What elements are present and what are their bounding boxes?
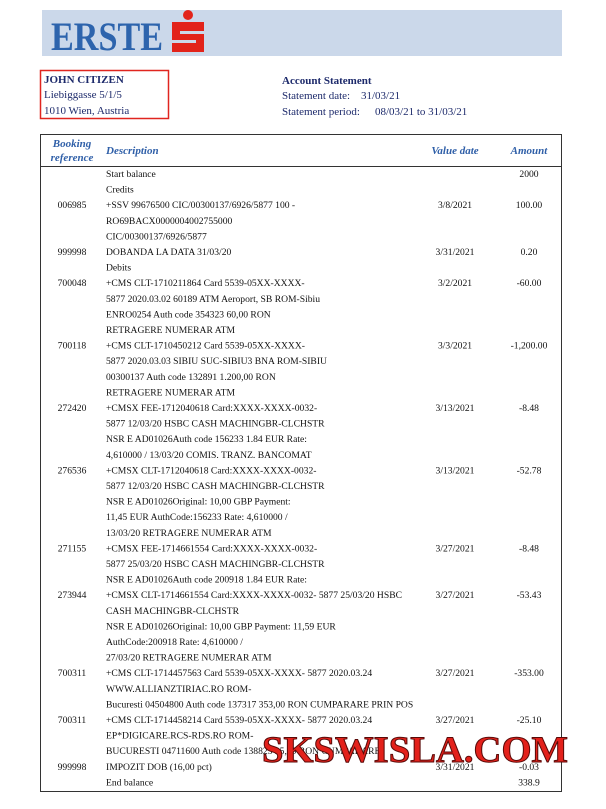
value-date: 3/31/2021	[436, 762, 475, 773]
description: EP*DIGICARE.RCS-RDS.RO ROM-	[106, 731, 253, 742]
logo-icon	[172, 10, 204, 52]
description: +SSV 99676500 CIC/00300137/6926/5877 100…	[106, 200, 295, 211]
value-date: 3/27/2021	[436, 543, 475, 554]
statement-date-label: Statement date:	[282, 90, 350, 102]
description: IMPOZIT DOB (16,00 pct)	[106, 762, 212, 773]
booking-reference: 276536	[58, 465, 87, 476]
value-date: 3/27/2021	[436, 715, 475, 726]
statement-date: 31/03/21	[361, 90, 400, 102]
customer-street: Liebiggasse 5/1/5	[44, 89, 122, 101]
customer-name: JOHN CITIZEN	[44, 74, 124, 86]
description: RETRAGERE NUMERAR ATM	[106, 387, 235, 398]
customer-box	[39, 69, 170, 120]
description: +CMS CLT-1714457563 Card 5539-05XX-XXXX-…	[106, 668, 372, 679]
booking-reference: 006985	[58, 200, 87, 211]
amount: 0.20	[521, 247, 538, 258]
value-date: 3/13/2021	[436, 403, 475, 414]
booking-reference: 272420	[58, 403, 87, 414]
table-body: Start balance 2000 Credits 006985 +SSV 99676…	[58, 169, 548, 788]
description: 5877 2020.03.03 SIBIU SUC-SIBIU3 BNA ROM…	[106, 356, 327, 367]
statement-period-label: Statement period:	[282, 106, 360, 118]
description: CIC/00300137/6926/5877	[106, 231, 207, 242]
description: 5877 12/03/20 HSBC CASH MACHINGBR-CLCHST…	[106, 481, 325, 492]
description: 5877 25/03/20 HSBC CASH MACHINGBR-CLCHST…	[106, 559, 325, 570]
amount: -1,200.00	[511, 341, 548, 352]
amount: -60.00	[517, 278, 542, 289]
value-date: 3/31/2021	[436, 247, 475, 258]
logo-text: ERSTE	[51, 14, 163, 59]
description: 4,610000 / 13/03/20 COMIS. TRANZ. BANCOM…	[106, 450, 312, 461]
description: End balance	[106, 777, 153, 788]
description: 5877 12/03/20 HSBC CASH MACHINGBR-CLCHST…	[106, 419, 325, 430]
amount: 338.9	[518, 777, 540, 788]
booking-reference: 700048	[58, 278, 87, 289]
amount: -0.03	[519, 762, 539, 773]
description: +CMS CLT-1714458214 Card 5539-05XX-XXXX-…	[106, 715, 372, 726]
table-header: Booking reference Description Value date …	[51, 138, 549, 164]
amount: 100.00	[516, 200, 543, 211]
amount: 2000	[519, 169, 538, 180]
watermark: SKSWISLA.COM	[262, 730, 568, 771]
customer-city: 1010 Wien, Austria	[44, 105, 129, 117]
description: BUCURESTI 04711600 Auth code 138825 25,1…	[106, 746, 380, 757]
value-date: 3/13/2021	[436, 465, 475, 476]
description: AuthCode:200918 Rate: 4,610000 /	[106, 637, 243, 648]
description: Credits	[106, 185, 134, 196]
header-band	[42, 10, 562, 56]
description: RETRAGERE NUMERAR ATM	[106, 325, 235, 336]
value-date: 3/8/2021	[438, 200, 472, 211]
statement-period: 08/03/21 to 31/03/21	[375, 106, 467, 118]
description: 13/03/20 RETRAGERE NUMERAR ATM	[106, 528, 272, 539]
header-description: Description	[105, 145, 159, 157]
description: ENRO0254 Auth code 354323 60,00 RON	[106, 309, 271, 320]
description: 27/03/20 RETRAGERE NUMERAR ATM	[106, 653, 272, 664]
statement-title: Account Statement	[282, 75, 372, 87]
amount: -53.43	[517, 590, 542, 601]
amount: -8.48	[519, 403, 539, 414]
header-value-date: Value date	[431, 145, 478, 157]
description: NSR E AD01026Original: 10,00 GBP Payment…	[106, 497, 291, 508]
value-date: 3/27/2021	[436, 668, 475, 679]
value-date: 3/27/2021	[436, 590, 475, 601]
description: Bucuresti 04504800 Auth code 137317 353,…	[106, 699, 413, 710]
description: +CMS CLT-1710211864 Card 5539-05XX-XXXX-	[106, 278, 305, 289]
amount: -52.78	[517, 465, 542, 476]
table-frame	[40, 134, 562, 792]
value-date: 3/3/2021	[438, 341, 472, 352]
description: WWW.ALLIANZTIRIAC.RO ROM-	[106, 684, 251, 695]
description: 00300137 Auth code 132891 1.200,00 RON	[106, 372, 276, 383]
description: Debits	[106, 263, 131, 274]
description: Start balance	[106, 169, 156, 180]
description: 11,45 EUR AuthCode:156233 Rate: 4,610000…	[106, 512, 288, 523]
header-amount: Amount	[510, 145, 549, 157]
booking-reference: 273944	[58, 590, 87, 601]
booking-reference: 700311	[58, 715, 87, 726]
booking-reference: 271155	[58, 543, 87, 554]
amount: -25.10	[517, 715, 542, 726]
description: +CMSX FEE-1714661554 Card:XXXX-XXXX-0032…	[106, 543, 317, 554]
value-date: 3/2/2021	[438, 278, 472, 289]
description: NSR E AD01026Auth code 200918 1.84 EUR R…	[106, 575, 307, 586]
description: RO69BACX0000004002755000	[106, 216, 233, 227]
description: DOBANDA LA DATA 31/03/20	[106, 247, 231, 258]
description: NSR E AD01026Original: 10,00 GBP Payment…	[106, 621, 336, 632]
amount: -8.48	[519, 543, 539, 554]
booking-reference: 999998	[58, 247, 87, 258]
booking-reference: 999998	[58, 762, 87, 773]
amount: -353.00	[514, 668, 544, 679]
description: CASH MACHINGBR-CLCHSTR	[106, 606, 240, 617]
booking-reference: 700311	[58, 668, 87, 679]
description: 5877 2020.03.02 60189 ATM Aeroport, SB R…	[106, 294, 320, 305]
description: +CMSX FEE-1712040618 Card:XXXX-XXXX-0032…	[106, 403, 317, 414]
description: +CMSX CLT-1714661554 Card:XXXX-XXXX-0032…	[106, 590, 402, 601]
description: +CMS CLT-1710450212 Card 5539-05XX-XXXX-	[106, 341, 305, 352]
description: NSR E AD01026Auth code 156233 1.84 EUR R…	[106, 434, 307, 445]
booking-reference: 700118	[58, 341, 87, 352]
header-reference: Booking reference	[51, 138, 94, 164]
description: +CMSX CLT-1712040618 Card:XXXX-XXXX-0032…	[106, 465, 316, 476]
